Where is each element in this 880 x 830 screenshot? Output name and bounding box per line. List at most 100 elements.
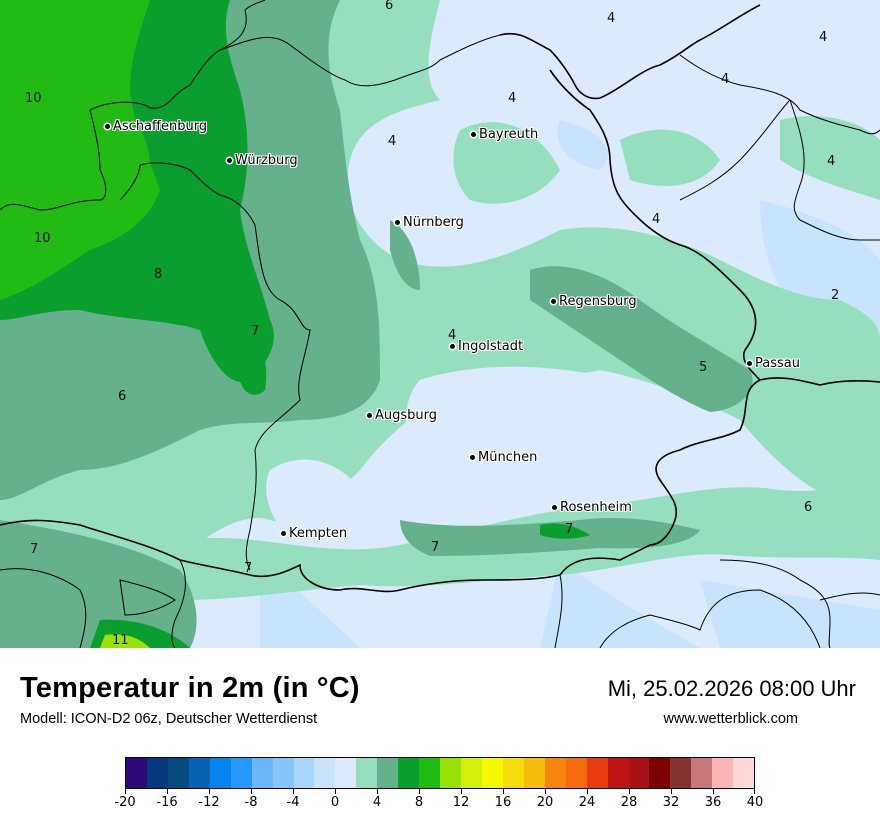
contour-label: 7 [251, 324, 260, 339]
colorbar-segment [356, 758, 378, 788]
colorbar-tick-label: 0 [330, 795, 340, 810]
colorbar-segment [670, 758, 692, 788]
colorbar-segment [502, 758, 524, 788]
colorbar-segment [272, 758, 294, 788]
contour-label: 5 [699, 360, 708, 375]
contour-label: 6 [385, 0, 394, 13]
city-label: Bayreuth [479, 127, 539, 142]
model-subtitle: Modell: ICON-D2 06z, Deutscher Wetterdie… [20, 711, 318, 727]
colorbar-segment [628, 758, 650, 788]
contour-label: 10 [34, 231, 51, 246]
colorbar-segment [377, 758, 399, 788]
colorbar-tick [545, 789, 546, 794]
website-link[interactable]: www.wetterblick.com [663, 711, 798, 727]
colorbar-segment [251, 758, 273, 788]
colorbar-tick-label: 24 [578, 795, 596, 810]
colorbar-segment [691, 758, 713, 788]
colorbar-tick-label: 8 [414, 795, 424, 810]
colorbar-tick [713, 789, 714, 794]
city-label: München [478, 450, 538, 465]
colorbar-tick-label: -16 [156, 795, 178, 810]
city-label: Aschaffenburg [113, 119, 208, 134]
colorbar-segment [649, 758, 671, 788]
colorbar-tick [209, 789, 210, 794]
city-label: Rosenheim [560, 500, 632, 515]
city-dot-icon [367, 413, 372, 418]
colorbar-tick-label: 4 [372, 795, 382, 810]
contour-label: 4 [652, 212, 661, 227]
city-label: Regensburg [559, 294, 637, 309]
city-dot-icon [471, 132, 476, 137]
colorbar-segment [461, 758, 482, 788]
city-marker: Rosenheim [552, 500, 632, 515]
contour-label: 10 [25, 91, 42, 106]
colorbar-tick-label: -8 [244, 795, 258, 810]
city-label: Ingolstadt [458, 339, 524, 354]
city-marker: Regensburg [551, 294, 637, 309]
contour-label: 7 [244, 561, 253, 576]
colorbar-segment [481, 758, 503, 788]
colorbar-segment [523, 758, 545, 788]
colorbar-segment [314, 758, 336, 788]
colorbar-tick [125, 789, 126, 794]
colorbar-segment [733, 758, 755, 788]
city-marker: Würzburg [227, 153, 298, 168]
colorbar-tick [587, 789, 588, 794]
temperature-field [0, 0, 880, 648]
colorbar-segment [167, 758, 189, 788]
city-dot-icon [227, 158, 232, 163]
colorbar-tick [629, 789, 630, 794]
colorbar-tick-label: 32 [662, 795, 680, 810]
contour-label: 7 [431, 540, 440, 555]
colorbar-tick-label: -4 [286, 795, 300, 810]
colorbar-tick [754, 789, 755, 794]
city-dot-icon [281, 531, 286, 536]
city-marker: Augsburg [367, 408, 437, 423]
contour-label: 4 [448, 328, 457, 343]
colorbar-segment [293, 758, 315, 788]
colorbar-segment [398, 758, 420, 788]
contour-label: 7 [30, 542, 39, 557]
city-marker: Bayreuth [471, 127, 538, 142]
city-marker: Nürnberg [395, 215, 464, 230]
colorbar-segment [209, 758, 231, 788]
city-label: Kempten [289, 526, 348, 541]
colorbar-tick [335, 789, 336, 794]
colorbar-segment [230, 758, 252, 788]
colorbar-segment [440, 758, 461, 788]
contour-label: 7 [565, 522, 574, 537]
city-label: Passau [755, 356, 800, 371]
contour-label: 4 [388, 134, 397, 149]
city-marker: Passau [747, 356, 800, 371]
colorbar-tick-label: -20 [114, 795, 136, 810]
colorbar-segment [419, 758, 441, 788]
city-dot-icon [552, 505, 557, 510]
colorbar-segment [544, 758, 566, 788]
colorbar-tick [167, 789, 168, 794]
contour-label: 11 [112, 633, 129, 648]
temperature-colorbar [125, 757, 755, 789]
colorbar-tick [251, 789, 252, 794]
colorbar-segment [565, 758, 587, 788]
forecast-datetime: Mi, 25.02.2026 08:00 Uhr [607, 676, 856, 701]
city-dot-icon [551, 299, 556, 304]
contour-label: 6 [804, 500, 813, 515]
city-marker: Kempten [281, 526, 347, 541]
colorbar-segment [146, 758, 168, 788]
contour-label: 4 [721, 72, 730, 87]
colorbar-tick [503, 789, 504, 794]
contour-label: 6 [118, 389, 127, 404]
colorbar-segment [126, 758, 147, 788]
colorbar-tick-label: -12 [198, 795, 220, 810]
contour-label: 4 [819, 30, 828, 45]
temperature-map: Aschaffenburg Würzburg Bayreuth Nürnberg Reg… [0, 0, 880, 648]
contour-label: 4 [827, 154, 836, 169]
colorbar-tick-label: 36 [704, 795, 722, 810]
colorbar-segment [335, 758, 357, 788]
colorbar-tick-label: 40 [746, 795, 764, 810]
city-dot-icon [747, 361, 752, 366]
city-dot-icon [395, 220, 400, 225]
colorbar-segment [607, 758, 629, 788]
colorbar-tick-label: 16 [494, 795, 512, 810]
city-dot-icon [470, 455, 475, 460]
